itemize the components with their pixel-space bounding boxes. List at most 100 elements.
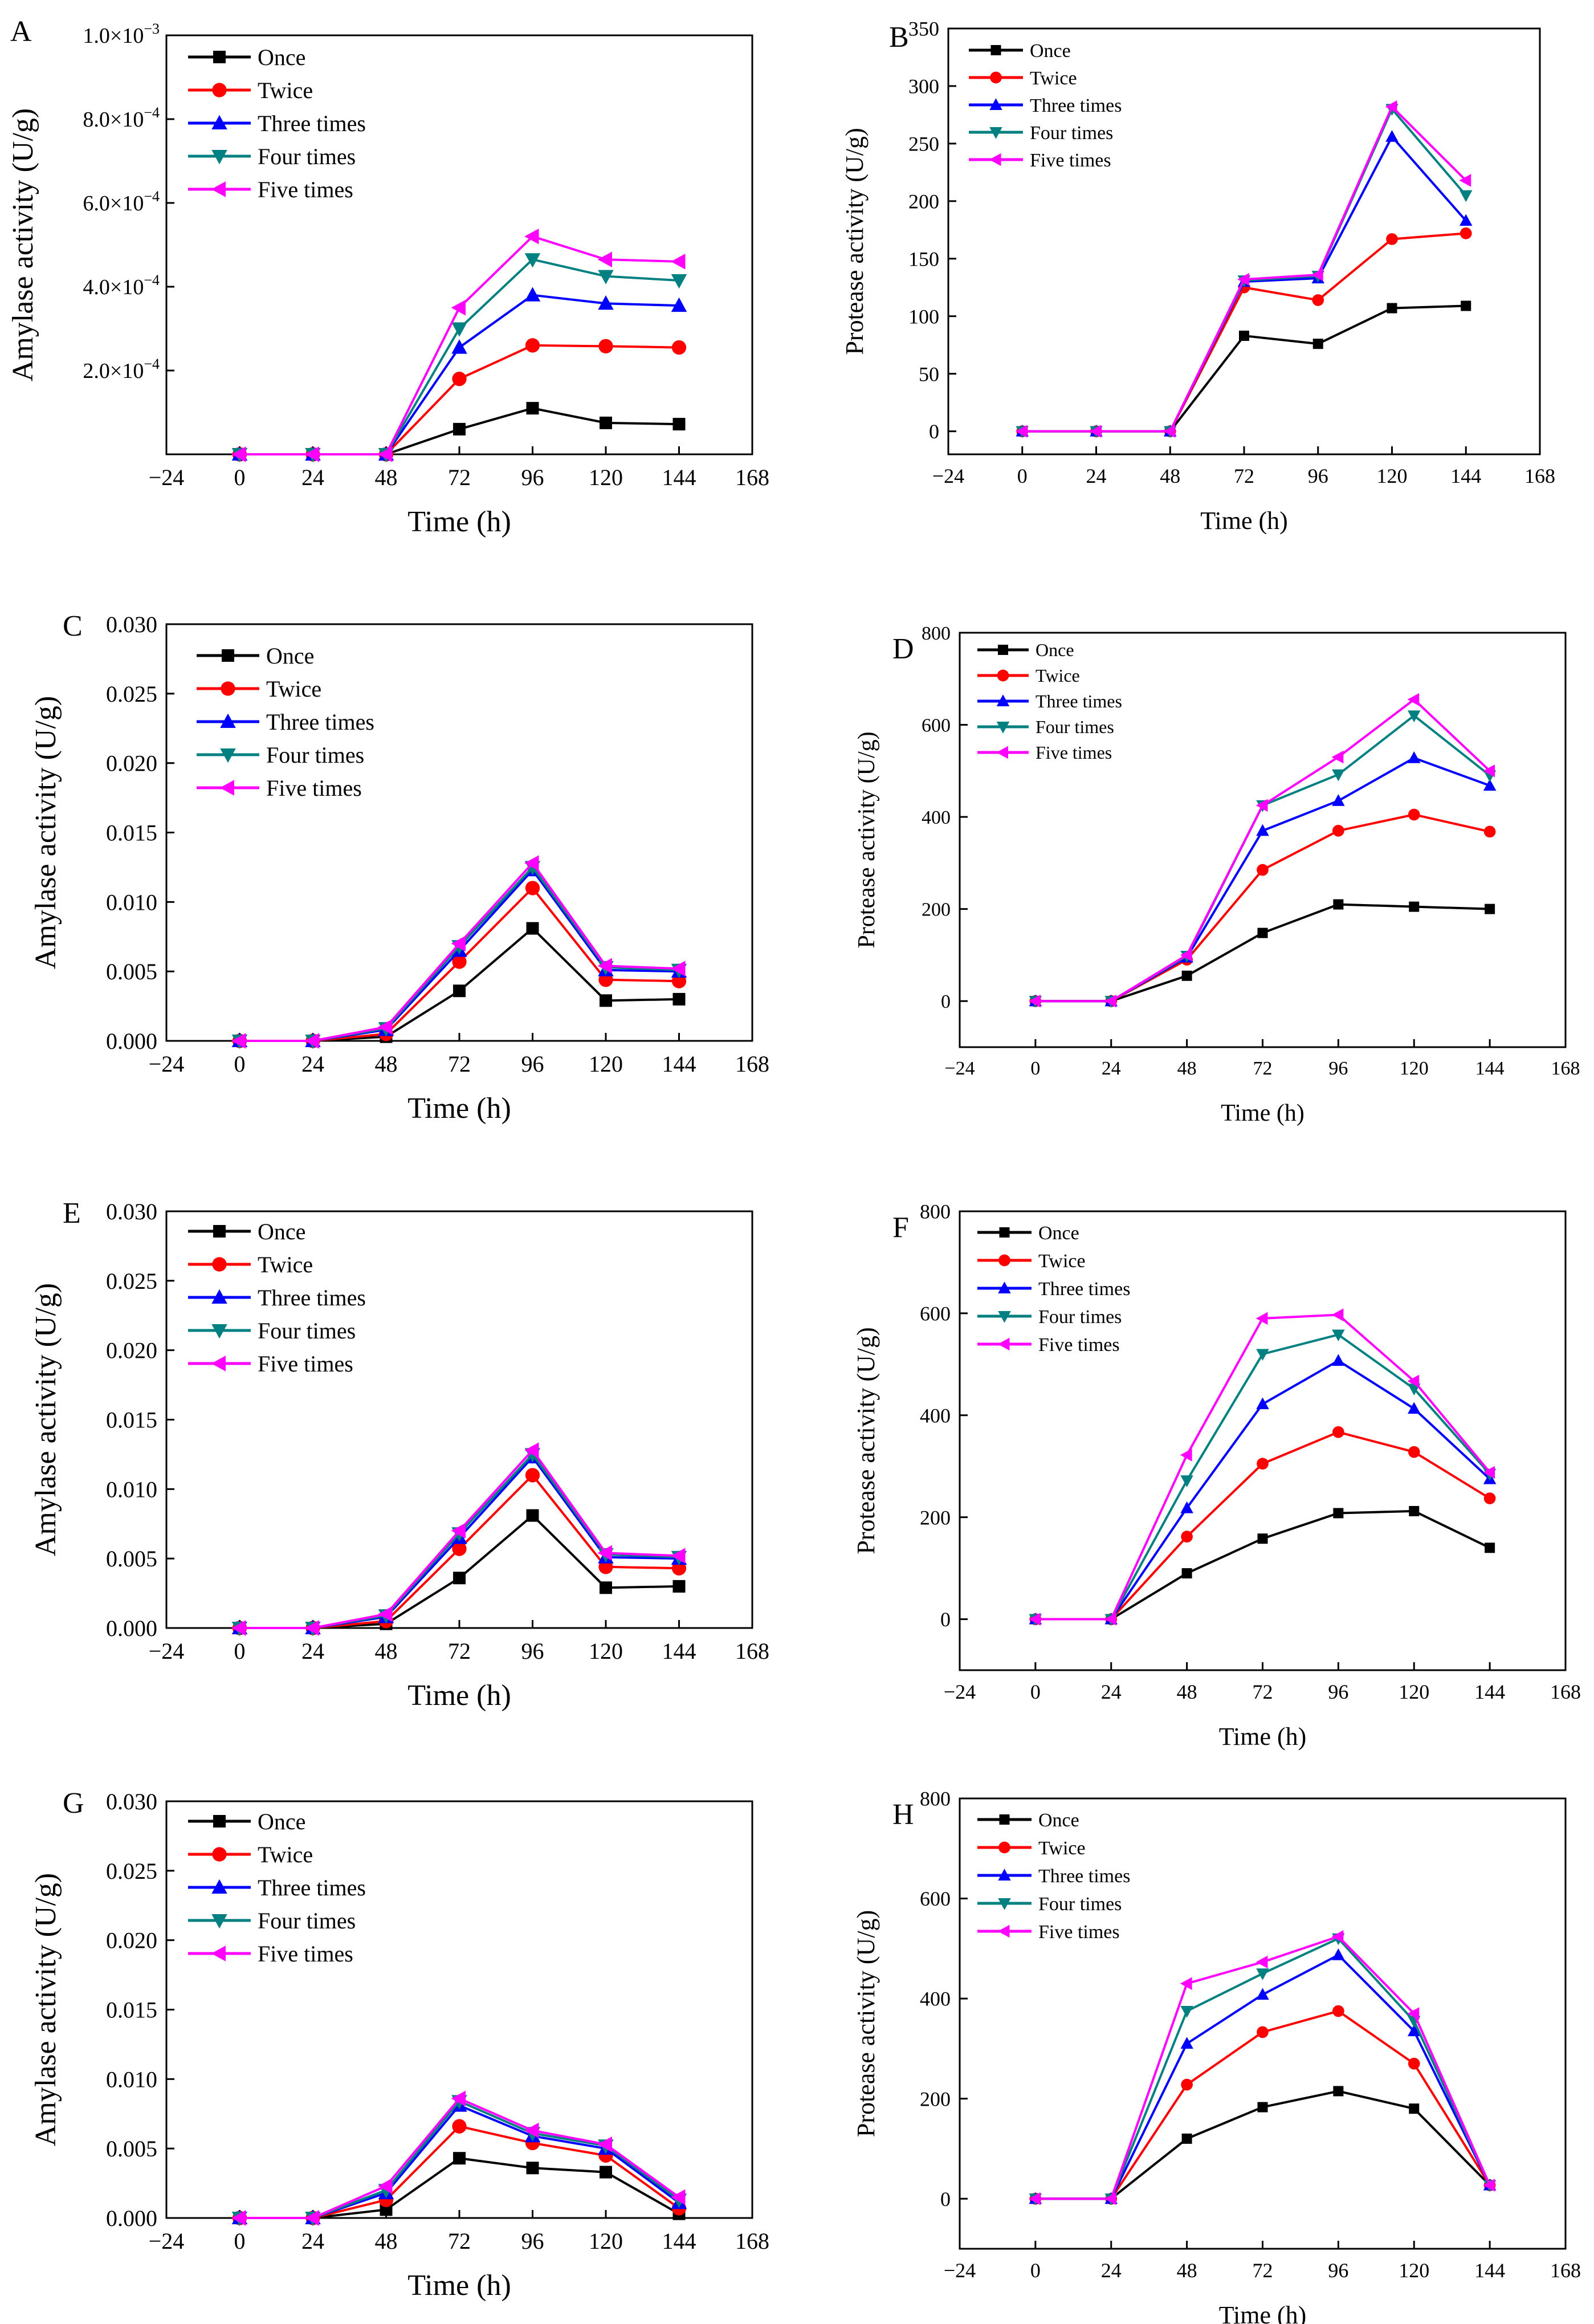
x-tick-label: 120: [1399, 1680, 1429, 1703]
data-point: [451, 935, 466, 952]
x-axis-title: Time (h): [1219, 2301, 1307, 2324]
x-tick-label: 120: [589, 465, 623, 490]
data-point: [1104, 994, 1116, 1008]
legend-marker: [220, 713, 236, 728]
legend-entry: Once: [188, 44, 305, 70]
x-tick-label: 120: [589, 2228, 623, 2254]
y-tick-label: 0: [941, 991, 951, 1012]
y-tick-label: 800: [922, 623, 951, 644]
y-tick-label: 8.0×10−4: [83, 104, 160, 132]
data-point: [1386, 233, 1398, 245]
data-point: [452, 372, 467, 386]
series-twice: [232, 2119, 687, 2225]
data-point: [1485, 1542, 1495, 1553]
data-point: [1332, 824, 1344, 837]
x-tick-label: 96: [521, 1051, 544, 1077]
x-tick-label: −24: [149, 2228, 185, 2254]
y-tick-label: 0.030: [106, 1789, 157, 1814]
x-tick-label: 72: [448, 1051, 471, 1077]
y-tick-label: 0.025: [106, 1858, 157, 1884]
data-point: [451, 322, 467, 337]
data-point: [1483, 779, 1497, 791]
y-axis-title: Protease activity (U/g): [852, 1910, 880, 2137]
legend-marker: [222, 649, 234, 662]
legend-label: Three times: [1030, 95, 1122, 116]
data-point: [525, 881, 540, 896]
legend-label: Once: [266, 643, 314, 669]
data-point: [525, 1468, 540, 1483]
y-tick-label: 400: [920, 1988, 951, 2010]
legend-label: Four times: [1038, 1894, 1122, 1915]
legend-marker: [998, 1898, 1011, 1910]
x-tick-label: 120: [1400, 1058, 1429, 1079]
legend-marker: [212, 1847, 227, 1862]
data-point: [1029, 1613, 1041, 1626]
data-point: [1460, 214, 1473, 226]
legend-marker: [221, 681, 235, 696]
series-four-times: [1029, 1933, 1497, 2205]
legend-label: Once: [1038, 1223, 1079, 1244]
data-point: [1163, 425, 1176, 438]
data-point: [671, 2189, 686, 2205]
y-tick-label: 0.015: [106, 820, 157, 846]
series-four-times: [1029, 1329, 1497, 1626]
panel-h: H −24 0 24 48 72 96 120 144 168 0 200 400 600 800 Time …: [852, 1788, 1581, 2324]
legend-label: Five times: [1038, 1334, 1120, 1356]
data-point: [525, 338, 540, 353]
x-tick-label: 24: [301, 1051, 324, 1077]
data-point: [1407, 2007, 1420, 2020]
panel-letter: E: [63, 1197, 81, 1230]
data-point: [1409, 2103, 1420, 2114]
data-point: [1333, 1508, 1344, 1519]
legend-label: Four times: [258, 1908, 356, 1934]
legend-label: Once: [1030, 40, 1071, 62]
y-tick-label: 0.005: [106, 1546, 157, 1572]
panel-e: E −24 0 24 48 72 96 120 144 168 0.000 0.005 0.010 0.0…: [30, 1197, 769, 1712]
y-tick-label: 0.015: [106, 1407, 157, 1433]
legend-marker: [996, 746, 1008, 759]
x-tick-label: 48: [375, 465, 398, 490]
series-twice: [232, 1468, 687, 1635]
legend-marker: [211, 1324, 227, 1339]
panel-letter: A: [10, 15, 32, 48]
legend-entry: Twice: [188, 78, 313, 103]
series-five-times: [1029, 1930, 1495, 2205]
data-point: [452, 2119, 467, 2134]
data-point: [671, 274, 687, 289]
legend-entry: Twice: [977, 665, 1080, 686]
data-point: [1407, 1374, 1420, 1388]
plot-frame: [947, 27, 1541, 455]
data-point: [1483, 2179, 1495, 2192]
legend-label: Twice: [258, 1252, 313, 1277]
x-tick-label: 144: [1474, 2259, 1505, 2282]
legend-entry: Five times: [188, 1941, 353, 1967]
data-point: [1332, 1354, 1345, 1366]
series-once: [1030, 899, 1495, 1007]
data-point: [1104, 2192, 1116, 2205]
x-tick-label: 96: [521, 2228, 544, 2254]
data-point: [452, 1541, 467, 1556]
data-point: [1408, 710, 1421, 723]
x-tick-label: 144: [1474, 1680, 1505, 1703]
legend-label: Once: [1036, 640, 1074, 660]
legend-label: Once: [1038, 1810, 1079, 1831]
data-point: [1180, 1977, 1192, 1991]
x-tick-label: 72: [1234, 465, 1254, 487]
x-tick-label: 168: [735, 2228, 769, 2254]
legend-entry: Five times: [977, 1334, 1120, 1356]
series-five-times: [231, 1442, 686, 1636]
data-point: [1331, 750, 1344, 764]
legend-entry: Twice: [977, 1251, 1086, 1272]
data-point: [671, 1548, 686, 1564]
x-tick-label: −24: [944, 1058, 975, 1079]
data-point: [1257, 1533, 1268, 1544]
data-point: [598, 339, 613, 354]
data-point: [231, 446, 246, 462]
series-five-times: [231, 855, 686, 1049]
y-tick-label: 0.020: [106, 1928, 157, 1953]
x-tick-label: 0: [1030, 1680, 1041, 1703]
data-point: [1387, 303, 1397, 314]
x-tick-label: 48: [375, 1051, 398, 1077]
data-point: [1029, 994, 1041, 1008]
